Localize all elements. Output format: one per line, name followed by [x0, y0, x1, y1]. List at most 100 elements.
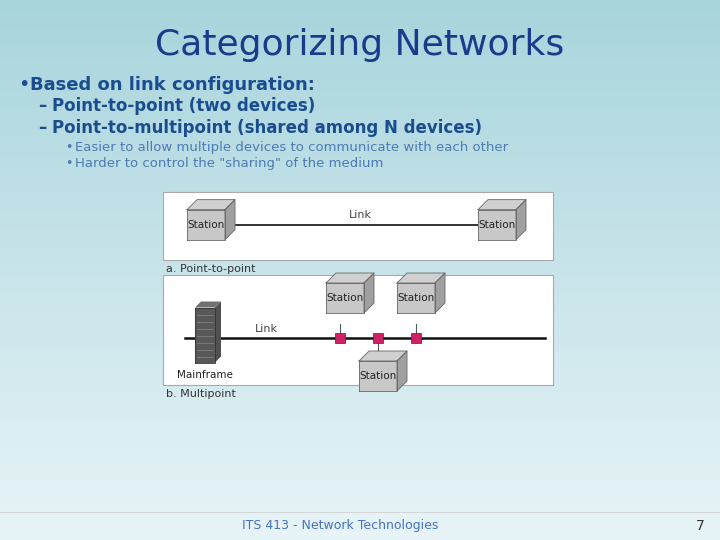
Polygon shape — [478, 210, 516, 240]
Bar — [0, 346, 720, 351]
Bar — [0, 313, 720, 319]
Text: a. Point-to-point: a. Point-to-point — [166, 264, 256, 274]
Bar — [0, 16, 720, 22]
Bar — [0, 427, 720, 432]
Bar — [0, 308, 720, 313]
Bar — [0, 232, 720, 238]
Bar — [0, 383, 720, 389]
Bar — [0, 254, 720, 259]
Bar — [0, 459, 720, 464]
Bar — [0, 281, 720, 286]
Polygon shape — [326, 273, 374, 283]
Bar — [0, 329, 720, 335]
Bar — [0, 140, 720, 146]
Polygon shape — [478, 200, 526, 210]
Bar — [0, 43, 720, 49]
Bar — [0, 275, 720, 281]
Text: Station: Station — [326, 293, 364, 303]
Bar — [0, 22, 720, 27]
Bar — [0, 470, 720, 475]
Bar — [0, 49, 720, 54]
Bar — [0, 189, 720, 194]
Text: –: – — [38, 119, 46, 137]
Bar — [0, 367, 720, 373]
Polygon shape — [225, 200, 235, 240]
Bar — [0, 265, 720, 270]
Polygon shape — [359, 351, 407, 361]
Bar — [0, 200, 720, 205]
Bar — [0, 11, 720, 16]
Bar — [0, 286, 720, 292]
Text: Station: Station — [187, 220, 225, 229]
Polygon shape — [397, 283, 435, 313]
Bar — [0, 324, 720, 329]
Polygon shape — [359, 361, 397, 391]
Text: Station: Station — [397, 293, 435, 303]
Polygon shape — [435, 273, 445, 313]
Bar — [0, 5, 720, 11]
Bar — [0, 394, 720, 400]
Bar — [0, 508, 720, 513]
Bar — [0, 270, 720, 275]
Bar — [0, 103, 720, 108]
Text: Link: Link — [348, 210, 372, 220]
Bar — [163, 192, 553, 260]
Bar — [0, 184, 720, 189]
Text: Easier to allow multiple devices to communicate with each other: Easier to allow multiple devices to comm… — [75, 140, 508, 153]
Polygon shape — [195, 307, 215, 362]
Bar — [0, 529, 720, 535]
Bar — [0, 481, 720, 486]
Bar — [0, 119, 720, 124]
Text: Harder to control the "sharing" of the medium: Harder to control the "sharing" of the m… — [75, 157, 383, 170]
Bar — [373, 333, 383, 343]
Bar — [0, 524, 720, 529]
Bar — [0, 151, 720, 157]
Text: Point-to-point (two devices): Point-to-point (two devices) — [52, 97, 315, 115]
Bar — [0, 389, 720, 394]
Bar — [0, 108, 720, 113]
Bar — [0, 216, 720, 221]
Bar — [0, 162, 720, 167]
Bar — [0, 497, 720, 502]
Text: ITS 413 - Network Technologies: ITS 413 - Network Technologies — [242, 519, 438, 532]
Text: Categorizing Networks: Categorizing Networks — [156, 28, 564, 62]
Bar — [0, 243, 720, 248]
Bar — [0, 437, 720, 443]
Bar — [0, 146, 720, 151]
Text: •: • — [65, 157, 73, 170]
Bar — [0, 378, 720, 383]
Bar — [0, 454, 720, 459]
Bar — [0, 292, 720, 297]
Polygon shape — [397, 351, 407, 391]
Bar — [0, 421, 720, 427]
Bar — [0, 97, 720, 103]
Bar — [0, 410, 720, 416]
Text: Station: Station — [478, 220, 516, 229]
Text: Based on link configuration:: Based on link configuration: — [30, 76, 315, 94]
Text: Link: Link — [255, 324, 278, 334]
Bar — [0, 70, 720, 76]
Bar — [0, 59, 720, 65]
Bar — [0, 405, 720, 410]
Bar — [0, 259, 720, 265]
Bar — [411, 333, 421, 343]
Polygon shape — [187, 210, 225, 240]
Bar — [0, 38, 720, 43]
Bar — [0, 113, 720, 119]
Bar — [0, 124, 720, 130]
Bar — [0, 227, 720, 232]
Text: Station: Station — [359, 371, 397, 381]
Bar — [0, 205, 720, 211]
Bar — [0, 340, 720, 346]
Bar — [0, 0, 720, 5]
Bar — [0, 475, 720, 481]
Text: •: • — [65, 140, 73, 153]
Bar — [0, 92, 720, 97]
Bar — [0, 400, 720, 405]
Text: –: – — [38, 97, 46, 115]
Bar — [0, 211, 720, 216]
Text: •: • — [18, 76, 30, 94]
Bar — [0, 76, 720, 81]
Bar — [0, 335, 720, 340]
Bar — [0, 513, 720, 518]
